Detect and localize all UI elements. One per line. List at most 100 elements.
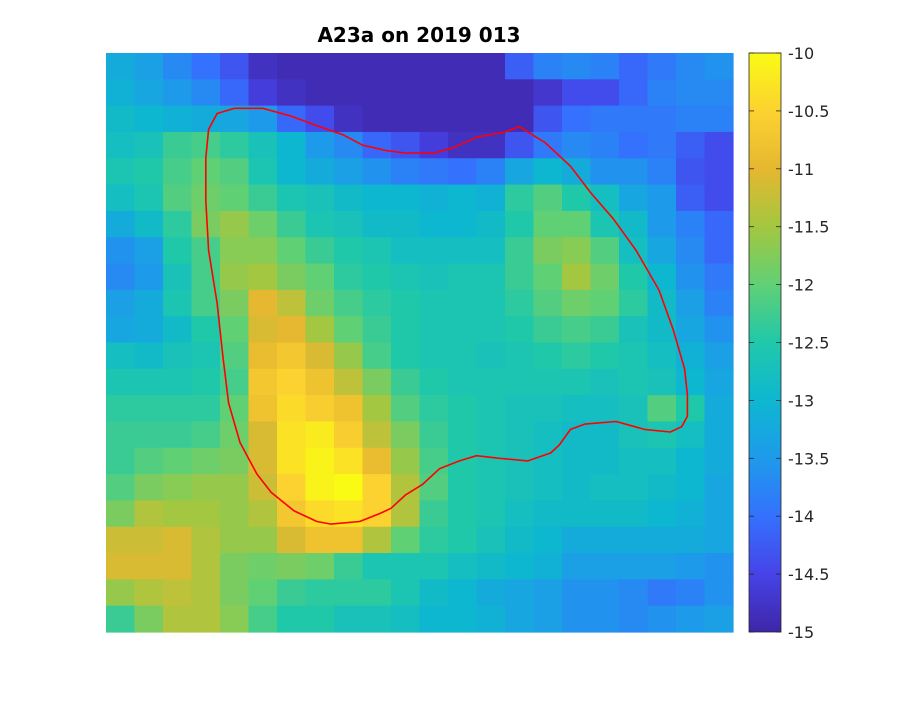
heatmap-cell <box>248 605 278 633</box>
heatmap-cell <box>647 184 677 212</box>
heatmap-cell <box>362 526 392 554</box>
heatmap-cell <box>419 184 449 212</box>
heatmap-cell <box>676 447 706 475</box>
heatmap-cell <box>590 105 620 133</box>
heatmap-cell <box>476 289 506 317</box>
heatmap-cell <box>362 447 392 475</box>
heatmap-cell <box>305 474 335 502</box>
heatmap-cell <box>248 500 278 528</box>
heatmap-cell <box>220 579 250 607</box>
heatmap-cell <box>562 316 592 344</box>
heatmap-cell <box>220 210 250 238</box>
heatmap-cell <box>134 289 164 317</box>
heatmap-cell <box>248 237 278 265</box>
heatmap-cell <box>590 395 620 423</box>
heatmap-cell <box>476 237 506 265</box>
heatmap-cell <box>220 342 250 370</box>
heatmap-cell <box>619 53 649 80</box>
heatmap-cell <box>391 237 421 265</box>
heatmap-cell <box>163 131 193 159</box>
heatmap-cell <box>277 237 307 265</box>
heatmap-cell <box>277 553 307 580</box>
heatmap-cell <box>619 368 649 396</box>
heatmap-cell <box>476 105 506 133</box>
heatmap-cell <box>647 579 677 607</box>
heatmap-cell <box>647 395 677 423</box>
heatmap-cell <box>163 105 193 133</box>
heatmap-cell <box>362 79 392 107</box>
colorbar-tick-label: -11.5 <box>788 218 829 237</box>
heatmap-cell <box>163 395 193 423</box>
heatmap-cell <box>106 447 136 475</box>
heatmap-cell <box>362 605 392 633</box>
heatmap-cell <box>505 105 535 133</box>
heatmap-cell <box>334 368 364 396</box>
heatmap-cell <box>220 474 250 502</box>
heatmap-cell <box>191 526 221 554</box>
heatmap-cell <box>220 500 250 528</box>
heatmap-cell <box>305 158 335 186</box>
heatmap-cell <box>191 105 221 133</box>
heatmap-cell <box>248 421 278 449</box>
heatmap-cell <box>533 263 563 291</box>
heatmap-cell <box>277 210 307 238</box>
heatmap-cell <box>362 579 392 607</box>
heatmap-cell <box>448 131 478 159</box>
heatmap-cell <box>476 447 506 475</box>
heatmap-cell <box>704 263 734 291</box>
heatmap-cell <box>163 79 193 107</box>
heatmap-cell <box>647 605 677 633</box>
heatmap-cell <box>277 53 307 80</box>
heatmap-cell <box>533 158 563 186</box>
heatmap-cell <box>704 105 734 133</box>
heatmap-cell <box>163 184 193 212</box>
heatmap-cell <box>220 289 250 317</box>
heatmap-cell <box>134 237 164 265</box>
heatmap-cell <box>391 474 421 502</box>
heatmap-cell <box>220 447 250 475</box>
heatmap-cell <box>590 237 620 265</box>
heatmap-cell <box>106 105 136 133</box>
heatmap-cell <box>362 263 392 291</box>
heatmap-cell <box>220 105 250 133</box>
heatmap-cell <box>334 526 364 554</box>
heatmap-cell <box>106 474 136 502</box>
heatmap-cell <box>305 605 335 633</box>
heatmap-cell <box>334 289 364 317</box>
heatmap-cell <box>476 316 506 344</box>
heatmap-cell <box>277 474 307 502</box>
heatmap-cell <box>590 553 620 580</box>
heatmap-cell <box>277 395 307 423</box>
heatmap-cell <box>419 526 449 554</box>
heatmap-cell <box>305 421 335 449</box>
heatmap-cell <box>391 605 421 633</box>
heatmap-cell <box>134 53 164 80</box>
heatmap-cell <box>505 316 535 344</box>
heatmap-cell <box>220 131 250 159</box>
heatmap-cell <box>248 368 278 396</box>
heatmap-cell <box>362 316 392 344</box>
heatmap-cell <box>533 395 563 423</box>
heatmap-cell <box>134 500 164 528</box>
heatmap-cell <box>163 316 193 344</box>
heatmap-cell <box>305 579 335 607</box>
heatmap-cell <box>562 500 592 528</box>
heatmap-cell <box>334 79 364 107</box>
heatmap-cell <box>505 395 535 423</box>
heatmap-cell <box>505 342 535 370</box>
colorbar-tick-label: -11 <box>788 160 814 179</box>
heatmap-cell <box>647 289 677 317</box>
heatmap-cell <box>334 579 364 607</box>
heatmap-cell <box>134 342 164 370</box>
heatmap-cell <box>676 184 706 212</box>
heatmap-cell <box>647 526 677 554</box>
heatmap-cell <box>191 79 221 107</box>
heatmap-cell <box>391 105 421 133</box>
heatmap-cell <box>277 605 307 633</box>
heatmap-cell <box>334 421 364 449</box>
heatmap-cell <box>134 526 164 554</box>
heatmap-cell <box>619 342 649 370</box>
heatmap-cell <box>505 579 535 607</box>
heatmap-cell <box>391 210 421 238</box>
